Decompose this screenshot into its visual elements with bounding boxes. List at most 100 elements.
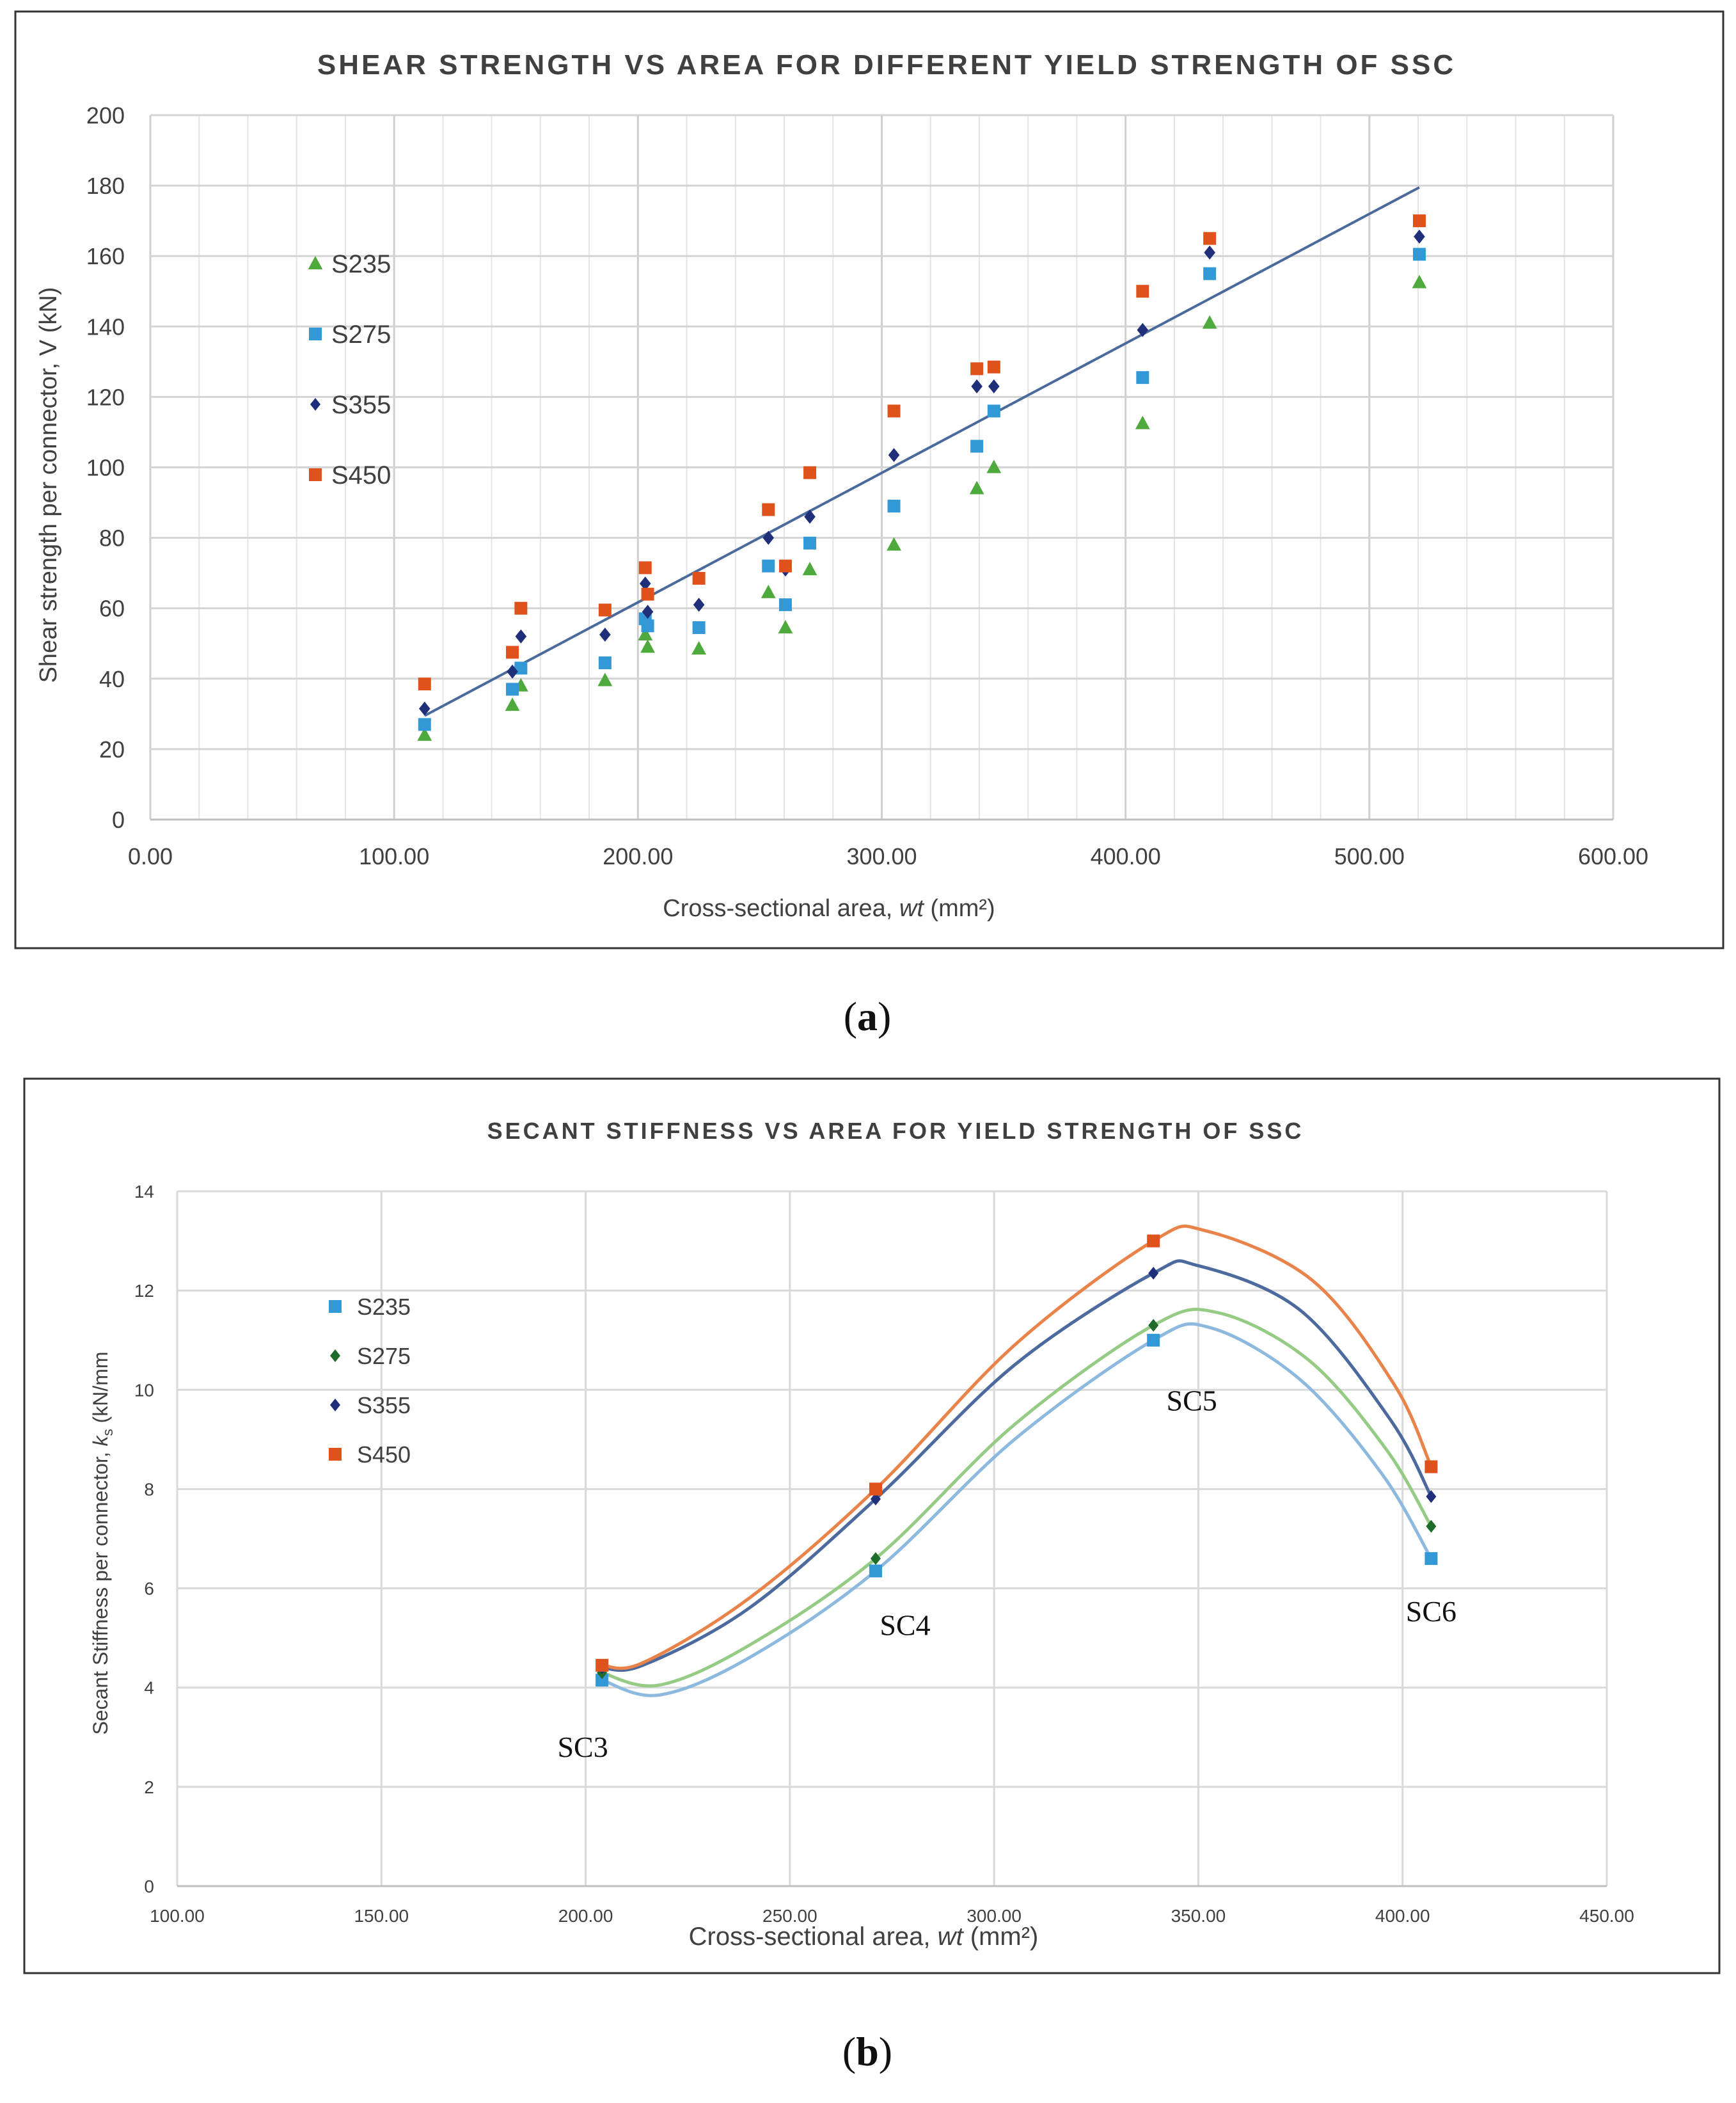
y-tick-label: 12 (134, 1281, 154, 1301)
data-point (762, 559, 775, 573)
legend-item-s355: S355 (310, 391, 391, 419)
chart-b-y-axis-label: Secant Stiffness per connector, ks (kN/m… (89, 1351, 116, 1734)
x-tick-label: 100.00 (359, 843, 429, 869)
panel-b-caption-close: ) (879, 2029, 892, 2074)
legend-marker (309, 328, 322, 340)
trendline (423, 186, 1420, 717)
point-label-sc6: SC6 (1406, 1595, 1456, 1628)
data-point (761, 584, 776, 598)
y-tick-label: 140 (86, 313, 125, 340)
chart-b-x-label-italic: wt (938, 1923, 965, 1951)
legend-marker (330, 1399, 340, 1411)
data-point (887, 500, 901, 513)
curve-s450 (601, 1225, 1433, 1670)
legend-label: S275 (357, 1343, 411, 1369)
chart-b-y-label-unit: (kN/mm (89, 1351, 112, 1429)
x-tick-label: 200.00 (558, 1906, 613, 1926)
data-point (870, 1492, 881, 1505)
point-label-sc3: SC3 (557, 1731, 608, 1763)
y-tick-label: 0 (112, 807, 125, 833)
legend-marker (329, 1300, 342, 1313)
data-point (1426, 1490, 1437, 1504)
data-point (1414, 229, 1425, 244)
x-tick-label: 600.00 (1578, 843, 1648, 869)
chart-a-x-label-italic: wt (899, 895, 924, 922)
y-tick-label: 20 (99, 736, 125, 763)
data-point (803, 536, 817, 550)
panel-a-caption-close: ) (878, 994, 891, 1039)
data-point (762, 530, 775, 545)
data-point (986, 459, 1002, 473)
data-point (418, 678, 431, 691)
y-tick-label: 80 (99, 525, 125, 552)
panel-b-caption-open: ( (842, 2029, 856, 2074)
x-tick-label: 450.00 (1579, 1906, 1634, 1926)
chart-a-title: SHEAR STRENGTH VS AREA FOR DIFFERENT YIE… (317, 49, 1456, 81)
series-s235 (417, 274, 1427, 741)
legend-label: S450 (357, 1441, 411, 1468)
panel-b-caption: (b) (842, 2029, 892, 2074)
x-tick-label: 300.00 (967, 1906, 1022, 1926)
data-point (692, 571, 706, 585)
chart-b-y-label-k: k (89, 1434, 112, 1446)
legend-item-s450: S450 (309, 461, 391, 489)
data-point (1147, 1333, 1160, 1347)
data-point (514, 601, 528, 615)
data-point (596, 1674, 609, 1687)
legend-marker (310, 398, 320, 411)
data-point (418, 718, 431, 731)
chart-b-axes: 0 2 4 6 8 10 12 14 100.00 150.00 200.00 250.00 300.0… (134, 1182, 1634, 1926)
data-point (506, 683, 519, 696)
y-tick-label: 160 (86, 243, 125, 269)
data-point (1424, 1552, 1438, 1566)
point-label-sc5: SC5 (1167, 1385, 1217, 1417)
data-point (639, 576, 651, 591)
data-point (803, 466, 817, 479)
series-s450 (418, 214, 1426, 691)
data-point (988, 379, 1000, 393)
panel-a-caption-letter: a (857, 994, 878, 1039)
data-point (638, 626, 653, 640)
data-point (970, 362, 984, 376)
curve-s355 (601, 1259, 1433, 1672)
legend-label: S450 (331, 461, 391, 489)
data-point (1424, 1460, 1438, 1473)
y-tick-label: 10 (134, 1380, 154, 1400)
data-point (1412, 274, 1427, 289)
x-tick-label: 200.00 (603, 843, 673, 869)
data-point (598, 656, 612, 670)
chart-a-axes: 0 20 40 60 80 100 120 140 160 180 200 0.00 100.00 200… (86, 102, 1648, 869)
y-tick-label: 120 (86, 384, 125, 410)
data-point (869, 1482, 882, 1496)
data-point (1412, 214, 1426, 228)
data-point (778, 619, 793, 633)
y-tick-label: 100 (86, 455, 125, 481)
data-point (641, 587, 654, 601)
data-point (691, 641, 707, 655)
data-point (1426, 1520, 1437, 1533)
data-point (1135, 415, 1150, 429)
chart-a-trendline-group (423, 186, 1420, 717)
data-point (971, 379, 982, 393)
data-point (1136, 285, 1149, 298)
data-point (1137, 322, 1149, 337)
chart-b-x-label-unit: (mm²) (963, 1923, 1039, 1951)
data-point (1147, 1234, 1160, 1248)
chart-b-gridlines (176, 1190, 1608, 1887)
data-point (599, 627, 611, 642)
data-point (597, 672, 613, 686)
data-point (515, 629, 527, 644)
chart-a-legend: S235 S275 S355 S450 (308, 250, 391, 489)
chart-b-data-points (596, 1234, 1438, 1687)
curve-s275 (601, 1308, 1433, 1688)
data-point (887, 404, 901, 418)
chart-b-y-label-text: Secant Stiffness per connector, (89, 1446, 112, 1734)
data-point (762, 503, 775, 516)
data-point (1204, 245, 1215, 260)
data-point (417, 727, 432, 741)
data-point (598, 603, 612, 617)
legend-label: S235 (331, 250, 391, 278)
data-point (1412, 248, 1426, 261)
data-point (778, 559, 792, 573)
series-s235 (596, 1333, 1438, 1687)
